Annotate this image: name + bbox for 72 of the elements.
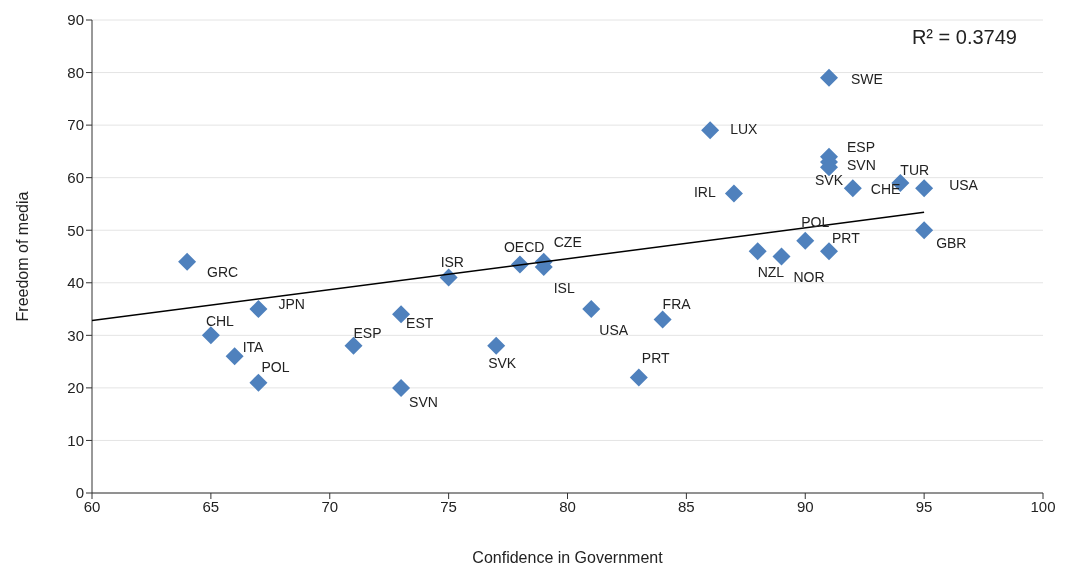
y-tick-label: 80 [67, 63, 84, 81]
data-label: IRL [693, 184, 716, 201]
data-label: TUR [900, 161, 930, 178]
data-label: SVN [409, 393, 438, 410]
y-tick-label: 0 [75, 484, 84, 502]
x-tick-label: 70 [321, 497, 339, 515]
data-label: SVK [488, 354, 517, 371]
point [178, 252, 197, 271]
x-tick-label: 80 [559, 497, 576, 515]
point [249, 300, 268, 319]
data-label: FRA [662, 296, 692, 313]
data-label: ESP [847, 139, 876, 156]
point [820, 242, 839, 261]
point [344, 336, 363, 355]
data-label: CHL [205, 313, 235, 330]
data-label: ITA [242, 339, 265, 356]
data-label: PRT [832, 229, 861, 246]
y-tick-label: 50 [67, 221, 84, 239]
point [843, 179, 862, 198]
data-label: ESP [353, 324, 382, 341]
data-label: NOR [793, 269, 825, 286]
point [225, 347, 244, 366]
x-tick-label: 65 [202, 497, 220, 515]
data-label: USA [949, 176, 979, 193]
data-label: SVK [815, 171, 844, 188]
data-label: OECD [503, 239, 545, 256]
data-label: NZL [757, 263, 785, 280]
point [487, 336, 506, 355]
data-label: GBR [936, 234, 967, 251]
y-tick-label: 70 [67, 116, 84, 134]
y-tick-label: 30 [67, 326, 84, 344]
x-tick-label: 85 [678, 497, 695, 515]
data-label: USA [599, 321, 629, 338]
annotation: R² = 0.3749 [911, 26, 1017, 49]
data-label: CZE [553, 234, 582, 251]
data-label: ISR [440, 254, 464, 271]
point [653, 310, 672, 329]
y-axis-title: Freedom of media [13, 191, 31, 322]
x-tick-label: 75 [440, 497, 457, 515]
y-tick-label: 10 [67, 431, 84, 449]
point [201, 326, 220, 345]
data-label: ISL [553, 279, 575, 296]
x-tick-label: 100 [1030, 497, 1056, 515]
point [629, 368, 648, 387]
data-label: LUX [730, 121, 759, 138]
y-tick-label: 20 [67, 379, 84, 397]
x-axis-title: Confidence in Government [472, 549, 664, 566]
point [748, 242, 767, 261]
data-label: PRT [641, 350, 671, 367]
point [915, 221, 934, 240]
x-tick-label: 60 [83, 497, 101, 515]
point [701, 121, 720, 140]
data-label: SVN [847, 156, 876, 173]
point [724, 184, 743, 203]
point [249, 373, 268, 392]
x-tick-label: 90 [796, 497, 814, 515]
data-label: EST [406, 315, 434, 332]
point [392, 378, 411, 397]
data-label: SWE [851, 70, 883, 87]
data-label: GRC [207, 264, 239, 281]
point [915, 179, 934, 198]
point [582, 300, 601, 319]
point [820, 68, 839, 87]
data-label: POL [261, 359, 290, 376]
data-label: JPN [278, 295, 305, 312]
data-label: CHE [870, 180, 901, 197]
y-tick-label: 40 [67, 274, 84, 292]
y-tick-label: 90 [67, 11, 84, 29]
x-tick-label: 95 [915, 497, 933, 515]
point [772, 247, 791, 266]
point [796, 231, 815, 250]
y-tick-label: 60 [67, 168, 84, 186]
